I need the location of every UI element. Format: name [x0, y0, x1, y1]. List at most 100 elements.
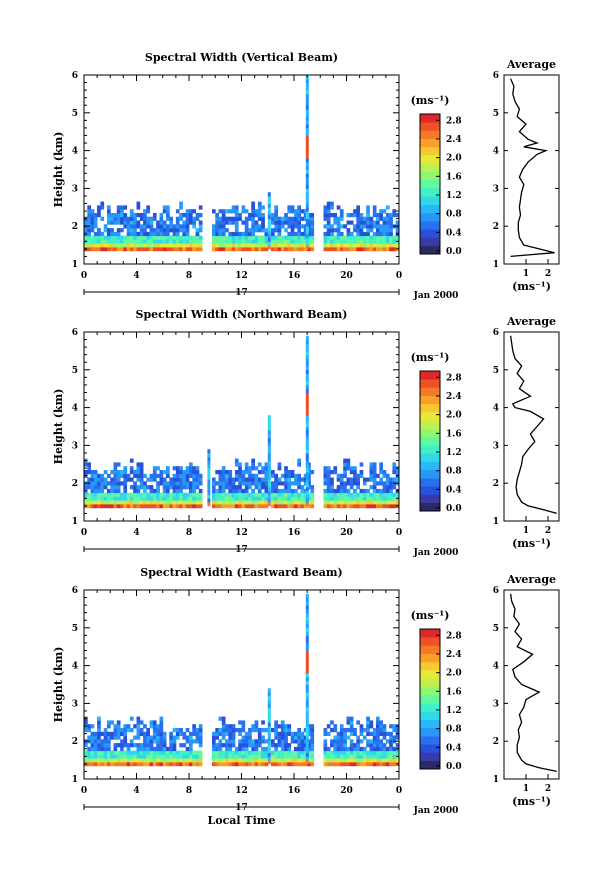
heatmap-cell [382, 754, 387, 759]
heatmap-cell [326, 477, 331, 482]
heatmap-cell [326, 481, 331, 486]
heatmap-cell [212, 762, 216, 767]
heatmap-cell [395, 213, 400, 218]
x-tick-label: 0 [396, 271, 402, 281]
heatmap-cell [356, 231, 360, 237]
heatmap-cell [156, 504, 160, 509]
heatmap-cell [251, 209, 255, 214]
heatmap-cell [372, 762, 377, 767]
heatmap-cell [97, 473, 101, 478]
heatmap-cell [261, 477, 265, 482]
heatmap-cell [280, 762, 285, 767]
heatmap-cell [274, 746, 278, 752]
heatmap-cell [107, 220, 111, 225]
heatmap-cell [248, 504, 252, 509]
spike-cell [305, 354, 309, 359]
heatmap-cell [359, 728, 364, 733]
heatmap-cell [336, 504, 341, 509]
heatmap-cell [310, 224, 315, 229]
heatmap-cell [254, 247, 259, 252]
heatmap-cell [254, 220, 259, 225]
heatmap-cell [303, 243, 308, 248]
heatmap-cell [326, 235, 331, 240]
heatmap-cell [297, 750, 301, 755]
heatmap-cell [97, 231, 101, 237]
heatmap-cell [382, 746, 387, 752]
heatmap-cell [379, 228, 383, 233]
heatmap-cell [192, 485, 196, 490]
heatmap-cell [162, 243, 167, 248]
heatmap-cell [356, 481, 360, 486]
heatmap-cell [123, 466, 128, 471]
heatmap-cell [143, 750, 147, 755]
heatmap-cell [228, 477, 233, 482]
heatmap-cell [189, 735, 193, 740]
heatmap-cell [244, 762, 249, 767]
heatmap-cell [382, 492, 387, 497]
heatmap-cell [376, 754, 380, 759]
heatmap-cell [185, 746, 190, 752]
spike-cell [305, 135, 309, 140]
heatmap-cell [366, 205, 370, 210]
heatmap-cell [103, 496, 108, 501]
heatmap-cell [277, 235, 282, 240]
heatmap-cell [182, 481, 187, 486]
heatmap-cell [192, 216, 196, 221]
heatmap-cell [385, 492, 390, 497]
heatmap-cell [166, 216, 170, 221]
heatmap-cell [110, 720, 114, 725]
heatmap-cell [261, 243, 265, 248]
heatmap-cell [189, 216, 193, 221]
heatmap-cell [300, 247, 305, 252]
heatmap-cell [152, 728, 157, 733]
heatmap-cell [330, 213, 334, 218]
avg-y-tick-label: 6 [493, 586, 499, 596]
heatmap-cell [366, 758, 370, 763]
heatmap-cell [97, 209, 101, 214]
spike-cell [305, 165, 309, 170]
heatmap-cell [166, 758, 170, 763]
heatmap-cell [353, 481, 357, 486]
heatmap-cell [225, 216, 229, 221]
heatmap-cell [93, 235, 98, 240]
x-tick-label: 4 [133, 786, 139, 796]
heatmap-cell [84, 492, 88, 497]
heatmap-cell [123, 750, 128, 755]
heatmap-cell [389, 746, 393, 752]
heatmap-cell [336, 220, 341, 225]
colorbar-swatch [420, 453, 440, 462]
heatmap-cell [84, 220, 88, 225]
heatmap-cell [251, 205, 255, 210]
heatmap-cell [162, 731, 167, 736]
heatmap-cell [146, 746, 150, 752]
heatmap-cell [303, 750, 308, 755]
heatmap-cell [159, 728, 164, 733]
heatmap-cell [152, 247, 157, 252]
heatmap-cell [379, 746, 383, 752]
heatmap-cell [87, 477, 91, 482]
colorbar-swatch [420, 188, 440, 197]
colorbar-swatch [420, 403, 440, 413]
colorbar-tick-label: 0.0 [446, 247, 462, 257]
heatmap-cell [195, 739, 200, 744]
heatmap-cell [349, 492, 354, 497]
heatmap-cell [116, 243, 121, 248]
heatmap-cell [103, 485, 108, 490]
heatmap-cell [382, 224, 387, 229]
heatmap-cell [395, 470, 400, 475]
heatmap-cell [294, 239, 298, 244]
heatmap-cell [103, 731, 108, 736]
heatmap-cell [87, 205, 91, 210]
heatmap-cell [212, 239, 216, 244]
heatmap-cell [149, 504, 154, 509]
colorbar-swatch [420, 138, 440, 148]
heatmap-cell [287, 504, 292, 509]
heatmap-cell [336, 485, 341, 490]
heatmap-cell [139, 743, 144, 748]
heatmap-cell [323, 739, 328, 744]
x-tick-label: 8 [186, 786, 192, 796]
heatmap-cell [294, 739, 298, 744]
heatmap-cell [129, 239, 134, 244]
spike-cell [305, 593, 309, 598]
heatmap-cell [244, 239, 249, 244]
